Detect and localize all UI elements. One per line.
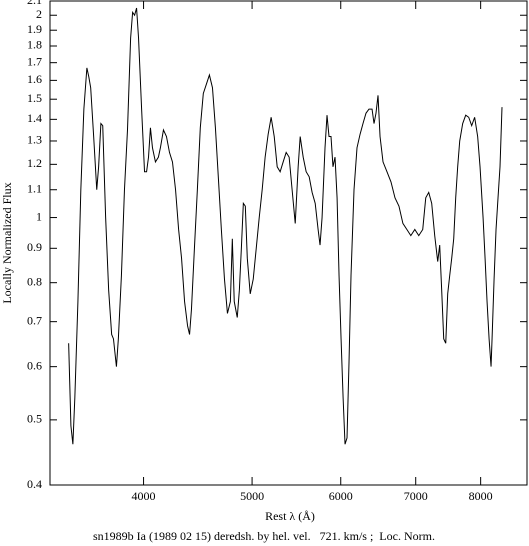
y-tick-label: 1.2 <box>27 156 42 170</box>
caption: sn1989b Ia (1989 02 15) deredsh. by hel.… <box>93 529 435 543</box>
y-tick-label: 0.9 <box>27 240 42 254</box>
x-tick-label: 7000 <box>404 489 428 503</box>
y-tick-label: 2 <box>36 7 42 21</box>
x-axis-label: Rest λ (Å) <box>265 509 315 523</box>
y-tick-label: 1.3 <box>27 133 42 147</box>
y-tick-label: 1.5 <box>27 91 42 105</box>
x-tick-label: 4000 <box>132 489 156 503</box>
y-tick-label: 0.4 <box>27 477 42 491</box>
y-tick-label: 1.6 <box>27 72 42 86</box>
y-tick-label: 0.5 <box>27 412 42 426</box>
y-axis-label: Locally Normalized Flux <box>0 182 14 303</box>
y-tick-label: 1.8 <box>27 38 42 52</box>
y-tick-label: 1.4 <box>27 111 42 125</box>
x-tick-label: 6000 <box>329 489 353 503</box>
plot-frame <box>49 0 528 486</box>
y-tick-label: 2.1 <box>27 0 42 7</box>
y-tick-label: 1.9 <box>27 22 42 36</box>
x-tick-label: 5000 <box>240 489 264 503</box>
y-tick-label: 0.7 <box>27 313 42 327</box>
y-tick-label: 1.1 <box>27 181 42 195</box>
spectrum-line <box>68 7 503 445</box>
y-tick-label: 1.7 <box>27 54 42 68</box>
y-tick-label: 0.6 <box>27 358 42 372</box>
y-tick-label: 1 <box>36 209 42 223</box>
x-tick-label: 8000 <box>469 489 493 503</box>
y-tick-label: 0.8 <box>27 274 42 288</box>
